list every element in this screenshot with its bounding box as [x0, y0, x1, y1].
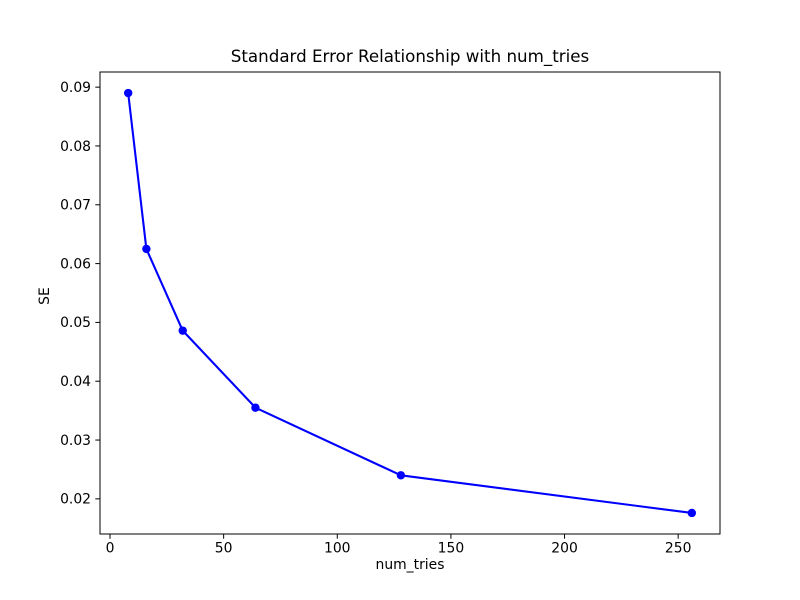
se-line [127, 92, 692, 515]
y-tick-label: 0.04 [60, 374, 91, 390]
y-tick-label: 0.09 [60, 80, 91, 96]
y-tick-label: 0.03 [60, 433, 91, 449]
y-tick-label: 0.05 [60, 315, 91, 331]
data-point-marker [396, 471, 406, 480]
x-tick-label: 0 [106, 541, 115, 557]
data-point-marker [178, 326, 187, 335]
y-tick-label: 0.08 [60, 139, 91, 155]
x-tick-label: 200 [551, 541, 578, 557]
data-point-marker [123, 88, 133, 98]
y-tick-label: 0.06 [60, 256, 91, 272]
y-tick-label: 0.02 [60, 492, 91, 508]
x-tick-label: 50 [215, 541, 233, 557]
data-point-marker [142, 244, 151, 254]
data-point-marker [251, 403, 260, 412]
axes-spines [99, 71, 721, 535]
chart-title: Standard Error Relationship with num_tri… [230, 46, 590, 66]
x-tick-label: 100 [324, 541, 351, 557]
y-axis-label: SE [37, 287, 53, 305]
x-axis-label: num_tries [375, 557, 445, 573]
x-tick-label: 150 [438, 541, 465, 557]
y-tick-label: 0.07 [60, 198, 91, 214]
data-point-marker [687, 508, 697, 518]
x-tick-label: 250 [665, 541, 692, 557]
